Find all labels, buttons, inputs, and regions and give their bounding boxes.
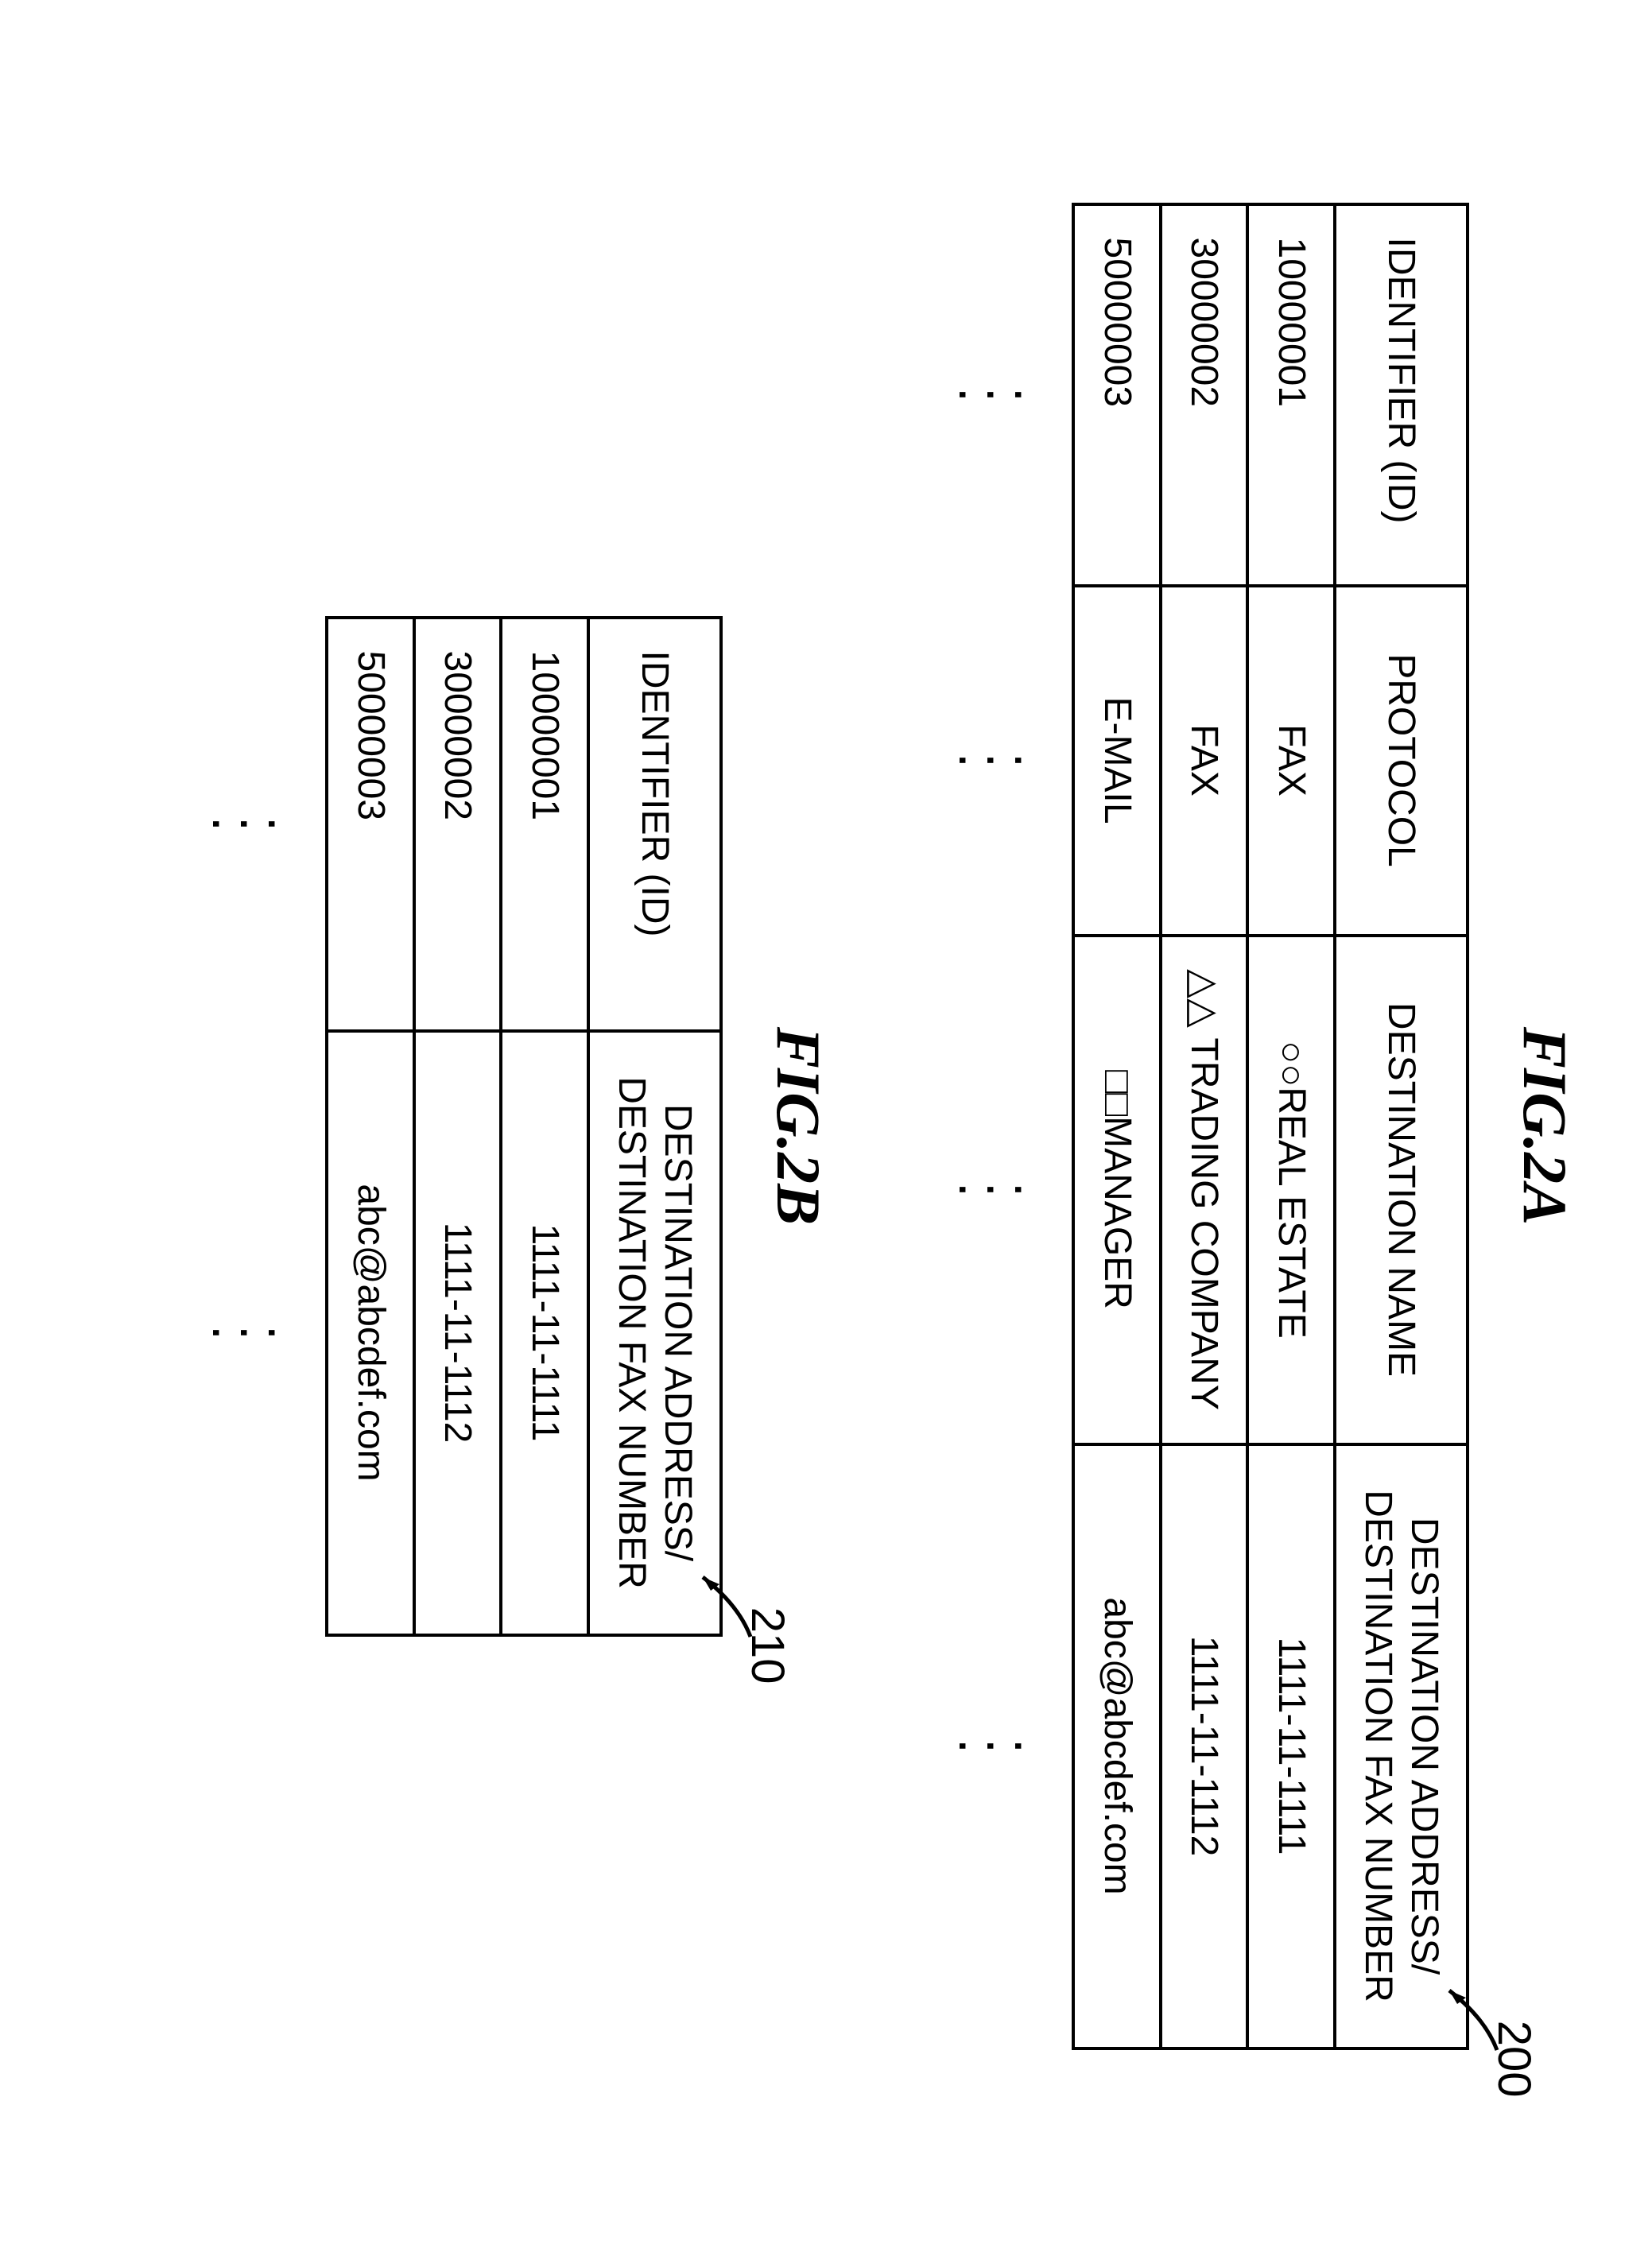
vdots-icon: ... [945, 1444, 1073, 2049]
col-header-protocol: PROTOCOL [1335, 586, 1468, 936]
figure-a-ref-arrow-icon [1437, 1979, 1501, 2066]
table-header-row: IDENTIFIER (ID) PROTOCOL DESTINATION NAM… [1335, 204, 1468, 2049]
figure-b-table-wrap: 210 IDENTIFIER (ID) DESTINATION ADDRESS/… [199, 616, 723, 1637]
col-header-destination-name: DESTINATION NAME [1335, 936, 1468, 1444]
vdots-icon: ... [199, 618, 327, 1031]
table-row: 10000001 FAX ○○REAL ESTATE 1111-11-1111 [1247, 204, 1335, 2049]
vdots-icon: ... [945, 586, 1073, 936]
vdots-icon: ... [945, 936, 1073, 1444]
vdots-icon: ... [199, 1031, 327, 1635]
cell-destination-address: 1111-11-1111 [501, 1031, 588, 1635]
col-header-identifier: IDENTIFIER (ID) [1335, 204, 1468, 586]
figure-a-title: FIG.2A [1509, 1027, 1580, 1225]
page-canvas: FIG.2A 200 IDENTIFIER (ID) PROTOCOL DEST… [0, 0, 1652, 2252]
cell-identifier: 50000003 [327, 618, 414, 1031]
figure-a-table: IDENTIFIER (ID) PROTOCOL DESTINATION NAM… [945, 203, 1469, 2050]
cell-destination-name: ○○REAL ESTATE [1247, 936, 1335, 1444]
cell-identifier: 10000001 [1247, 204, 1335, 586]
table-header-row: IDENTIFIER (ID) DESTINATION ADDRESS/DEST… [588, 618, 721, 1635]
table-row: 30000002 FAX △△ TRADING COMPANY 1111-11-… [1161, 204, 1248, 2049]
cell-protocol: FAX [1161, 586, 1248, 936]
table-row: 50000003 E-MAIL □□MANAGER abc@abcdef.com [1073, 204, 1161, 2049]
figure-b-title: FIG.2B [762, 1027, 834, 1225]
figure-b-ref-arrow-icon [691, 1565, 754, 1653]
cell-destination-name: □□MANAGER [1073, 936, 1161, 1444]
col-header-identifier: IDENTIFIER (ID) [588, 618, 721, 1031]
cell-destination-address: abc@abcdef.com [1073, 1444, 1161, 2049]
table-ellipsis-row: ... ... [199, 618, 327, 1635]
cell-protocol: FAX [1247, 586, 1335, 936]
table-row: 50000003 abc@abcdef.com [327, 618, 414, 1635]
vdots-icon: ... [945, 204, 1073, 586]
table-ellipsis-row: ... ... ... ... [945, 204, 1073, 2049]
cell-protocol: E-MAIL [1073, 586, 1161, 936]
table-row: 10000001 1111-11-1111 [501, 618, 588, 1635]
table-row: 30000002 1111-11-1112 [414, 618, 502, 1635]
cell-identifier: 30000002 [414, 618, 502, 1031]
cell-destination-address: 1111-11-1111 [1247, 1444, 1335, 2049]
col-header-destination-address: DESTINATION ADDRESS/DESTINATION FAX NUMB… [588, 1031, 721, 1635]
cell-destination-address: 1111-11-1112 [1161, 1444, 1248, 2049]
cell-identifier: 10000001 [501, 618, 588, 1031]
cell-destination-address: 1111-11-1112 [414, 1031, 502, 1635]
cell-destination-address: abc@abcdef.com [327, 1031, 414, 1635]
figure-a-table-wrap: 200 IDENTIFIER (ID) PROTOCOL DESTINATION… [945, 203, 1469, 2050]
cell-identifier: 30000002 [1161, 204, 1248, 586]
cell-identifier: 50000003 [1073, 204, 1161, 586]
figure-b-table: IDENTIFIER (ID) DESTINATION ADDRESS/DEST… [199, 616, 723, 1637]
col-header-destination-address: DESTINATION ADDRESS/DESTINATION FAX NUMB… [1335, 1444, 1468, 2049]
cell-destination-name: △△ TRADING COMPANY [1161, 936, 1248, 1444]
